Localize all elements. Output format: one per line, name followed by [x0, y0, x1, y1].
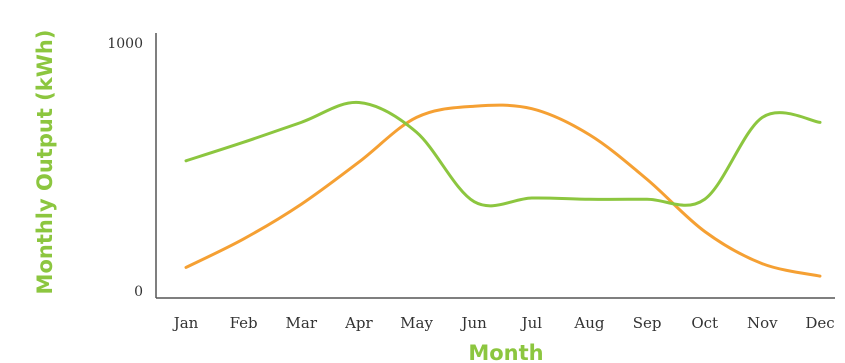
x-axis-title: Month	[468, 341, 543, 363]
x-tick-label: Jan	[172, 314, 199, 332]
y-tick-label: 1000	[107, 36, 143, 52]
series-line-2	[184, 101, 822, 208]
x-tick-label: Sep	[633, 314, 662, 332]
y-tick-label: 0	[134, 284, 143, 300]
series-group	[184, 101, 822, 278]
y-axis-title: Monthly Output (kWh)	[33, 30, 57, 295]
x-tick-label: Dec	[805, 314, 834, 332]
x-tick-label: Jul	[520, 314, 543, 332]
series-line-1	[184, 103, 822, 278]
x-tick-label: Nov	[747, 314, 778, 332]
x-axis-ticks: Jan Feb Mar Apr May Jun Jul Aug Sep Oct Nov Dec	[172, 314, 835, 332]
x-tick-label: Mar	[286, 314, 318, 332]
x-tick-label: May	[400, 314, 433, 332]
y-axis-ticks: 0 1000	[107, 36, 143, 300]
x-tick-label: Jun	[460, 314, 488, 332]
x-tick-label: Oct	[691, 314, 718, 332]
x-tick-label: Apr	[344, 314, 373, 332]
x-tick-label: Aug	[573, 314, 604, 332]
x-tick-label: Feb	[230, 314, 258, 332]
